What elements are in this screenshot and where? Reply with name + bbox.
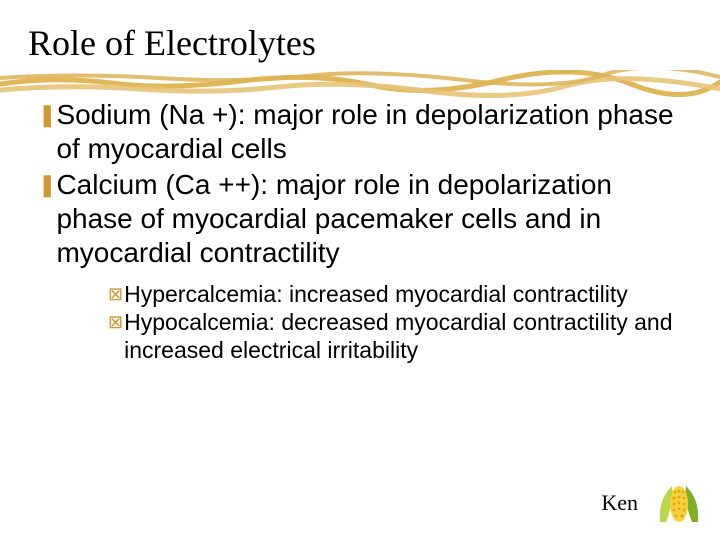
slide: Role of Electrolytes ❚ Sodium (Na +): ma… bbox=[0, 0, 720, 540]
bullet-text: Hypercalcemia: increased myocardial cont… bbox=[124, 280, 628, 308]
bullet-text: Sodium (Na +): major role in depolarizat… bbox=[56, 98, 686, 166]
list-item: ⊠ Hypocalcemia: decreased myocardial con… bbox=[108, 308, 686, 364]
list-item: ❚ Calcium (Ca ++): major role in depolar… bbox=[38, 168, 686, 270]
footer-author: Ken bbox=[601, 490, 638, 516]
slide-title: Role of Electrolytes bbox=[28, 22, 692, 64]
diamond-bullet-icon: ❚ bbox=[38, 98, 56, 132]
box-x-bullet-icon: ⊠ bbox=[108, 308, 123, 336]
box-x-bullet-icon: ⊠ bbox=[108, 280, 123, 308]
diamond-bullet-icon: ❚ bbox=[38, 168, 56, 202]
title-area: Role of Electrolytes bbox=[28, 22, 692, 64]
bullet-list: ❚ Sodium (Na +): major role in depolariz… bbox=[28, 98, 692, 364]
list-item: ⊠ Hypercalcemia: increased myocardial co… bbox=[108, 280, 686, 308]
bullet-text: Hypocalcemia: decreased myocardial contr… bbox=[124, 308, 686, 364]
list-item: ❚ Sodium (Na +): major role in depolariz… bbox=[38, 98, 686, 166]
sub-bullet-list: ⊠ Hypercalcemia: increased myocardial co… bbox=[38, 280, 686, 364]
title-underline bbox=[0, 70, 720, 98]
corn-logo-icon bbox=[654, 478, 704, 528]
bullet-text: Calcium (Ca ++): major role in depolariz… bbox=[56, 168, 686, 270]
